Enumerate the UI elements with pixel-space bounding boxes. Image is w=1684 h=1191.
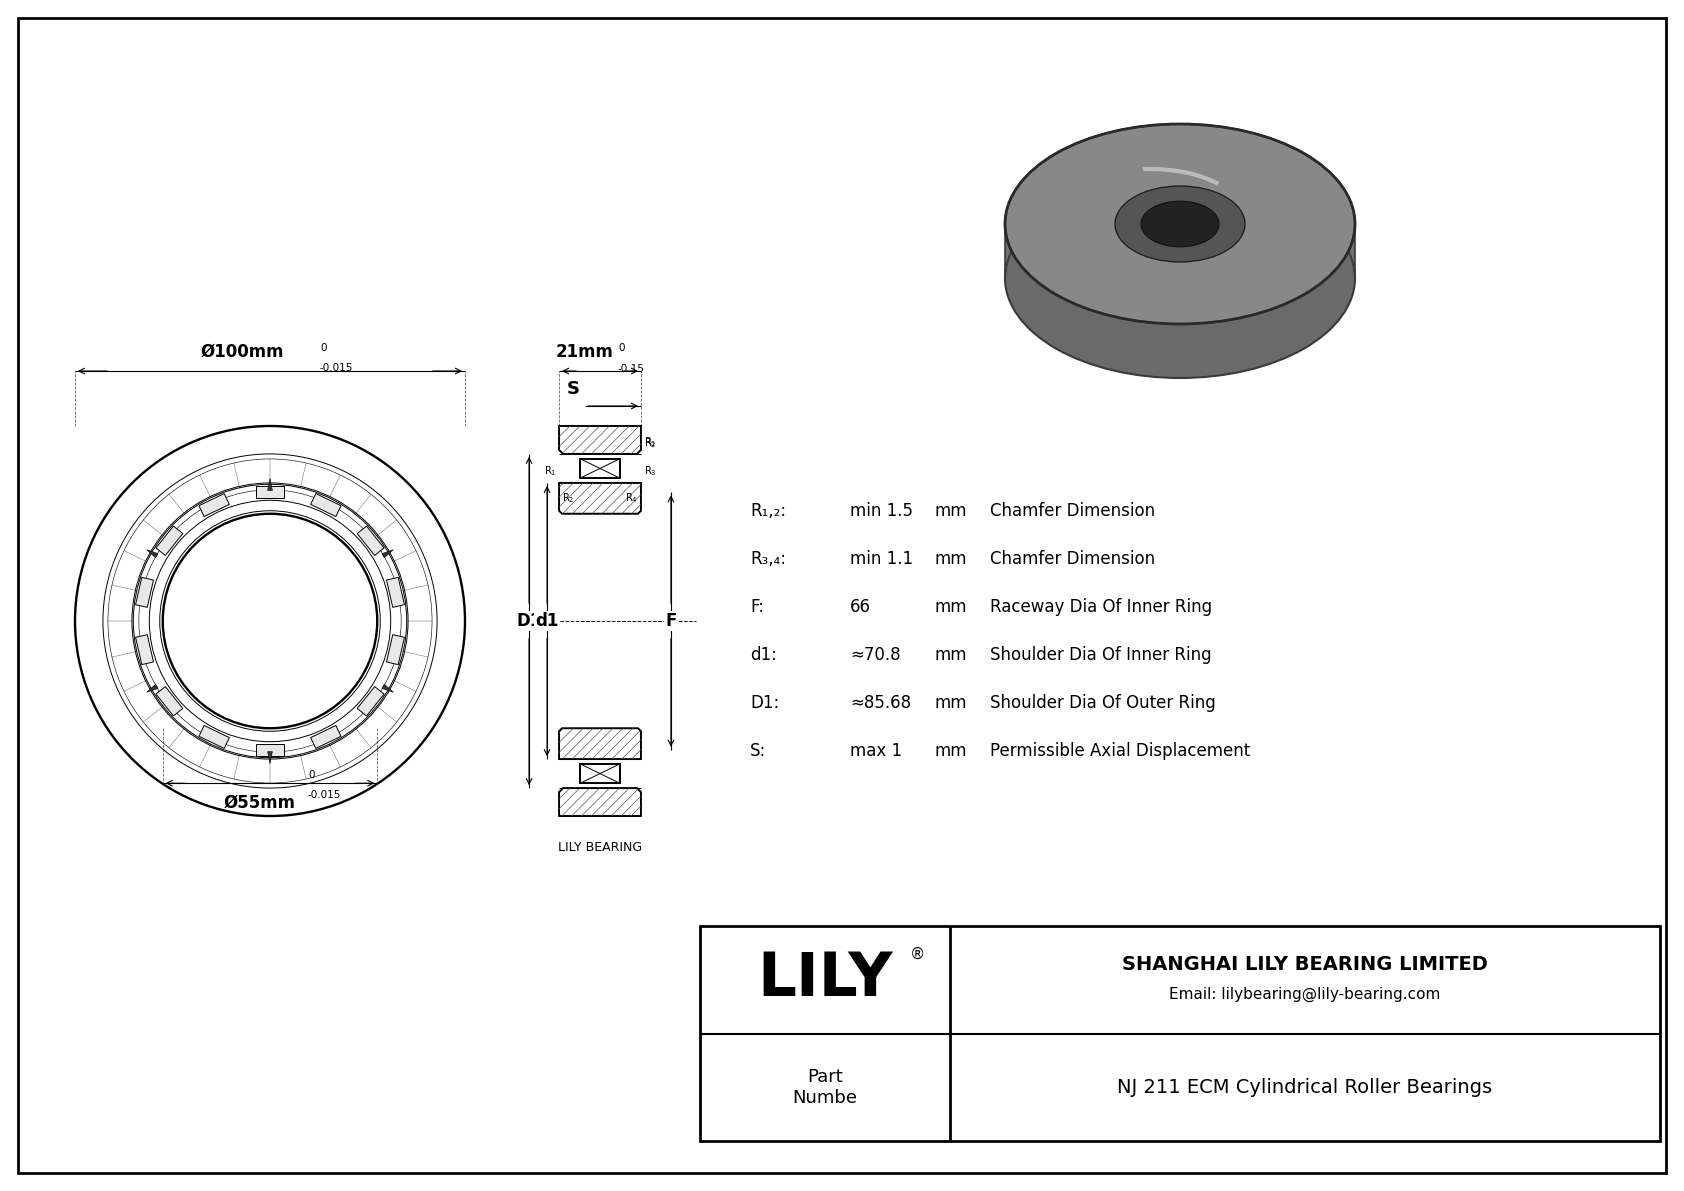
Text: Ø55mm: Ø55mm xyxy=(224,793,296,811)
Text: R₃,₄:: R₃,₄: xyxy=(749,550,786,568)
Text: R$_4$: R$_4$ xyxy=(625,491,638,505)
Text: F:: F: xyxy=(749,598,765,616)
Polygon shape xyxy=(559,728,642,759)
Text: 21mm: 21mm xyxy=(556,343,615,361)
Bar xyxy=(581,459,620,478)
Text: Chamfer Dimension: Chamfer Dimension xyxy=(990,550,1155,568)
Text: R$_2$: R$_2$ xyxy=(643,436,657,450)
Ellipse shape xyxy=(1005,177,1356,378)
Text: mm: mm xyxy=(935,598,968,616)
Polygon shape xyxy=(199,725,229,748)
Text: R$_2$: R$_2$ xyxy=(562,491,574,505)
Text: ≈85.68: ≈85.68 xyxy=(850,694,911,712)
Polygon shape xyxy=(256,486,285,498)
Text: mm: mm xyxy=(935,550,968,568)
Text: LILY BEARING: LILY BEARING xyxy=(557,841,642,854)
Text: 66: 66 xyxy=(850,598,871,616)
Text: D1: D1 xyxy=(517,612,542,630)
Text: mm: mm xyxy=(935,501,968,520)
Text: -0.015: -0.015 xyxy=(320,363,354,373)
Polygon shape xyxy=(135,635,153,665)
Polygon shape xyxy=(147,550,158,557)
Polygon shape xyxy=(310,493,342,517)
Text: min 1.5: min 1.5 xyxy=(850,501,913,520)
Text: -0.15: -0.15 xyxy=(618,364,645,374)
Text: Email: lilybearing@lily-bearing.com: Email: lilybearing@lily-bearing.com xyxy=(1169,987,1442,1003)
Text: Ø100mm: Ø100mm xyxy=(200,343,283,361)
Text: R$_1$: R$_1$ xyxy=(643,435,657,449)
Polygon shape xyxy=(559,482,642,513)
Text: mm: mm xyxy=(935,742,968,760)
Text: Part
Numbe: Part Numbe xyxy=(793,1068,857,1106)
Polygon shape xyxy=(382,684,394,692)
Text: D1:: D1: xyxy=(749,694,780,712)
Text: max 1: max 1 xyxy=(850,742,903,760)
Text: S: S xyxy=(568,380,579,398)
Text: mm: mm xyxy=(935,694,968,712)
Text: 0: 0 xyxy=(618,343,625,353)
Bar xyxy=(701,925,1660,1141)
Ellipse shape xyxy=(1142,201,1219,247)
Polygon shape xyxy=(357,686,384,716)
Polygon shape xyxy=(157,686,184,716)
Polygon shape xyxy=(268,479,273,491)
Polygon shape xyxy=(310,725,342,748)
Text: LILY: LILY xyxy=(758,950,893,1009)
Bar xyxy=(581,765,620,782)
Polygon shape xyxy=(387,635,404,665)
Polygon shape xyxy=(559,426,642,454)
Text: 0: 0 xyxy=(320,343,327,353)
Polygon shape xyxy=(256,743,285,756)
Polygon shape xyxy=(382,550,394,557)
Text: R₁,₂:: R₁,₂: xyxy=(749,501,786,520)
Polygon shape xyxy=(559,788,642,816)
Ellipse shape xyxy=(1005,124,1356,324)
Text: Chamfer Dimension: Chamfer Dimension xyxy=(990,501,1155,520)
Text: S:: S: xyxy=(749,742,766,760)
Text: Shoulder Dia Of Outer Ring: Shoulder Dia Of Outer Ring xyxy=(990,694,1216,712)
Polygon shape xyxy=(147,684,158,692)
Polygon shape xyxy=(357,526,384,555)
Text: F: F xyxy=(665,612,677,630)
Text: min 1.1: min 1.1 xyxy=(850,550,913,568)
Ellipse shape xyxy=(1115,186,1244,262)
Text: Permissible Axial Displacement: Permissible Axial Displacement xyxy=(990,742,1250,760)
Text: mm: mm xyxy=(935,646,968,665)
Text: d1: d1 xyxy=(536,612,559,630)
Text: ®: ® xyxy=(909,947,925,962)
Ellipse shape xyxy=(1115,241,1244,316)
Text: R$_1$: R$_1$ xyxy=(544,464,556,478)
Polygon shape xyxy=(1005,124,1356,278)
Polygon shape xyxy=(135,578,153,607)
Text: -0.015: -0.015 xyxy=(308,791,342,800)
Polygon shape xyxy=(199,493,229,517)
Text: R$_3$: R$_3$ xyxy=(643,464,657,478)
Text: 0: 0 xyxy=(308,771,315,780)
Text: Shoulder Dia Of Inner Ring: Shoulder Dia Of Inner Ring xyxy=(990,646,1211,665)
Polygon shape xyxy=(157,526,184,555)
Polygon shape xyxy=(268,752,273,763)
Text: NJ 211 ECM Cylindrical Roller Bearings: NJ 211 ECM Cylindrical Roller Bearings xyxy=(1118,1078,1492,1097)
Text: ≈70.8: ≈70.8 xyxy=(850,646,901,665)
Text: SHANGHAI LILY BEARING LIMITED: SHANGHAI LILY BEARING LIMITED xyxy=(1122,955,1489,974)
Text: Raceway Dia Of Inner Ring: Raceway Dia Of Inner Ring xyxy=(990,598,1212,616)
Polygon shape xyxy=(387,578,404,607)
Text: d1:: d1: xyxy=(749,646,776,665)
